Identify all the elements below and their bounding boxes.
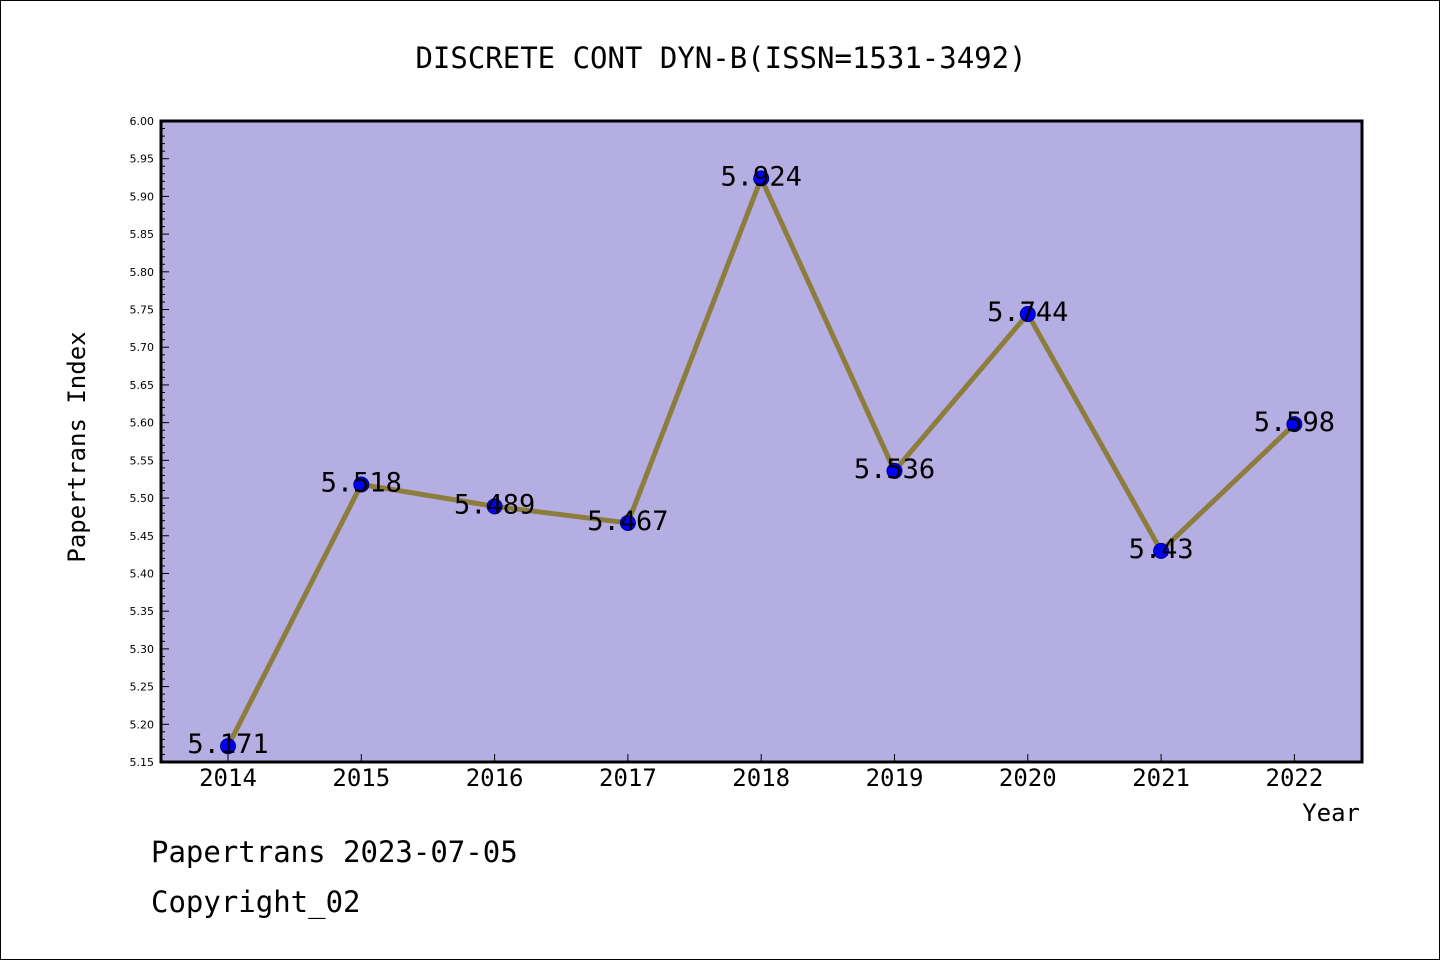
data-point — [753, 170, 770, 187]
data-label: 5.598 — [1254, 407, 1335, 438]
data-point — [353, 476, 370, 493]
x-tick-label: 2019 — [866, 764, 924, 792]
y-tick-label: 5.70 — [130, 341, 155, 354]
data-labels: 5.171 5.518 5.489 5.467 5.924 5.536 5.744 5.43 5… — [187, 161, 1335, 760]
x-tick-label: 2020 — [999, 764, 1057, 792]
data-label: 5.171 — [187, 729, 268, 760]
x-axis: 2014 2015 2016 2017 2018 2019 2020 2021 2022 — [199, 754, 1323, 792]
data-point — [1153, 542, 1170, 559]
x-tick-label: 2018 — [732, 764, 790, 792]
data-label: 5.43 — [1129, 534, 1194, 565]
data-label: 5.489 — [454, 489, 535, 520]
y-tick-label: 5.40 — [130, 567, 155, 580]
y-tick-label: 5.75 — [130, 304, 155, 317]
data-label: 5.518 — [321, 467, 402, 498]
chart-title: DISCRETE CONT DYN-B(ISSN=1531-3492) — [415, 41, 1026, 75]
y-tick-label: 6.00 — [130, 115, 155, 128]
y-tick-label: 5.55 — [130, 454, 155, 467]
y-tick-label: 5.50 — [130, 492, 155, 505]
y-tick-label: 5.60 — [130, 417, 155, 430]
data-point — [619, 514, 636, 531]
x-tick-label: 2022 — [1266, 764, 1324, 792]
footer-copyright: Copyright_02 — [151, 885, 361, 919]
y-tick-label: 5.45 — [130, 530, 155, 543]
data-label: 5.536 — [854, 454, 935, 485]
data-label: 5.467 — [587, 506, 668, 537]
y-tick-label: 5.35 — [130, 605, 155, 618]
y-tick-label: 5.20 — [130, 718, 155, 731]
y-tick-label: 5.30 — [130, 643, 155, 656]
y-tick-label: 5.95 — [130, 153, 155, 166]
x-tick-label: 2014 — [199, 764, 257, 792]
data-point — [220, 738, 236, 755]
data-point — [886, 462, 903, 479]
data-label: 5.924 — [721, 161, 802, 192]
y-axis-label: Papertrans Index — [63, 331, 91, 562]
y-tick-label: 5.15 — [130, 756, 155, 769]
footer-date: Papertrans 2023-07-05 — [151, 835, 518, 869]
y-tick-label: 5.65 — [130, 379, 155, 392]
y-axis: 5.15 5.20 5.25 5.30 5.35 5.40 5.45 5.50 5.55 5.60… — [130, 115, 169, 769]
plot-area — [159, 119, 1364, 764]
y-tick-label: 5.80 — [130, 266, 155, 279]
series-papertrans-index — [220, 170, 1303, 755]
y-tick-label: 5.25 — [130, 681, 155, 694]
y-tick-label: 5.85 — [130, 228, 155, 241]
data-label: 5.744 — [987, 297, 1068, 328]
data-point — [1019, 306, 1036, 323]
x-tick-label: 2021 — [1132, 764, 1190, 792]
x-tick-label: 2015 — [332, 764, 390, 792]
x-tick-label: 2016 — [466, 764, 524, 792]
y-tick-label: 5.90 — [130, 190, 155, 203]
data-point — [486, 498, 503, 515]
x-tick-label: 2017 — [599, 764, 657, 792]
x-axis-label: Year — [1302, 799, 1360, 827]
data-point — [1286, 416, 1303, 433]
